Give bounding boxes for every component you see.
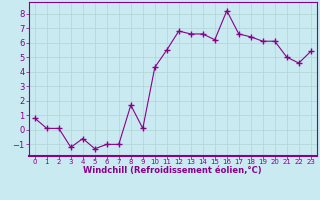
X-axis label: Windchill (Refroidissement éolien,°C): Windchill (Refroidissement éolien,°C) — [84, 166, 262, 175]
